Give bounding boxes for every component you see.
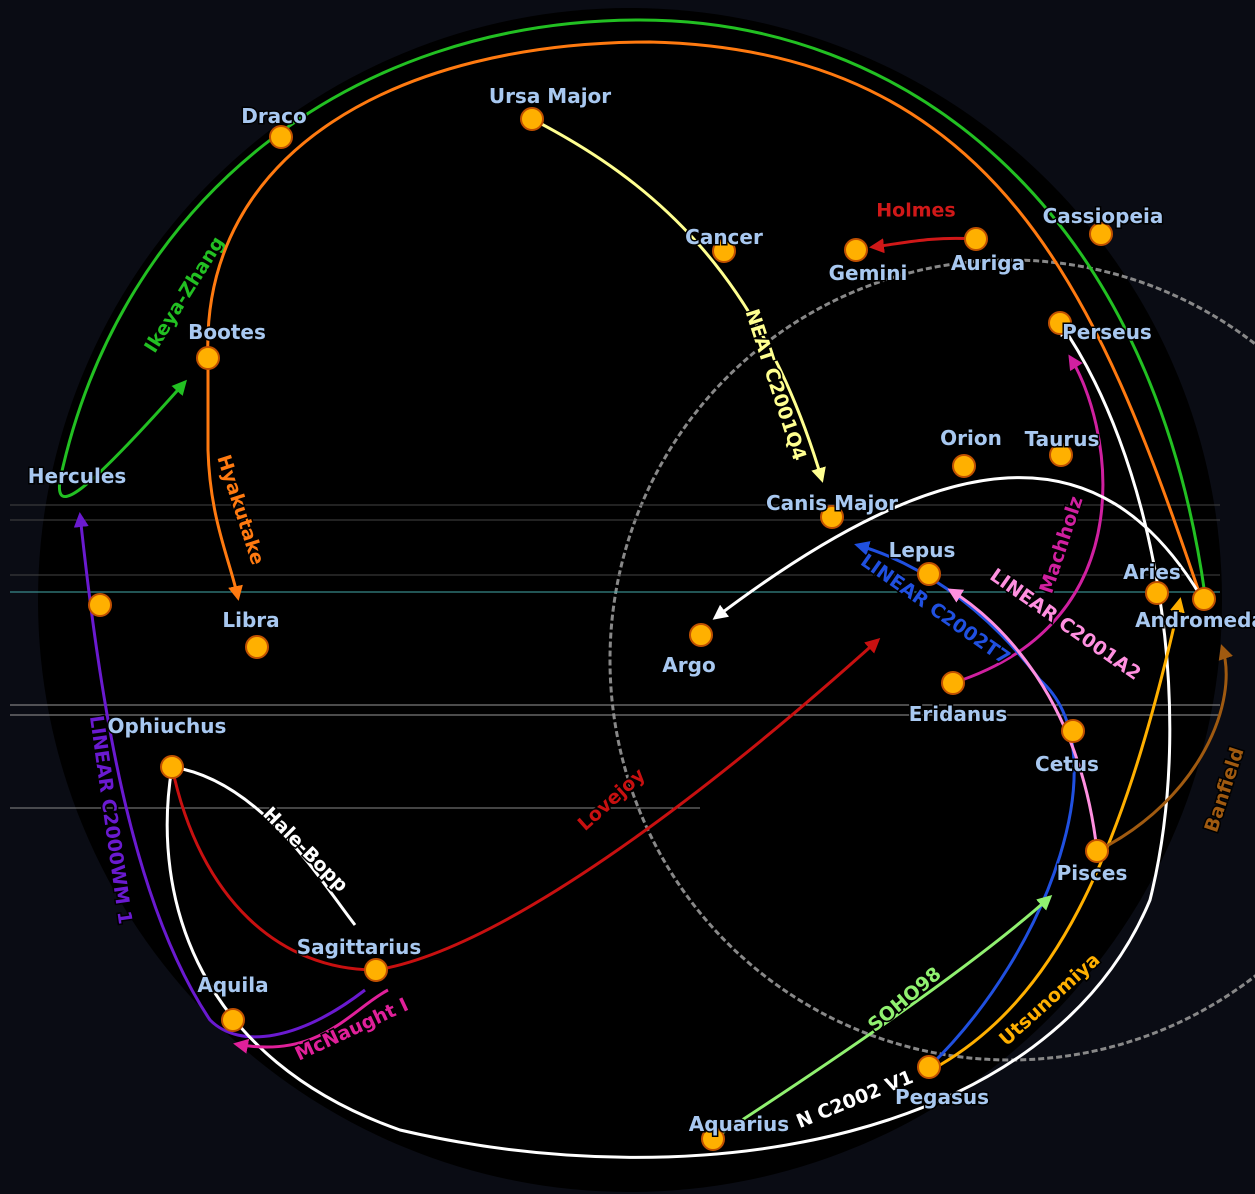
constellation-dot: [917, 1055, 941, 1079]
constellation-dot: [1145, 581, 1169, 605]
comet-path: [170, 637, 881, 972]
constellation-dot: [364, 958, 388, 982]
constellation-label: Gemini: [829, 261, 908, 285]
constellation-dot: [245, 635, 269, 659]
constellation-label: Lepus: [889, 538, 956, 562]
constellation-label: Draco: [241, 104, 307, 128]
constellation-label: Auriga: [951, 251, 1025, 275]
constellation-label: Orion: [940, 426, 1002, 450]
constellation-label: Aquila: [197, 973, 268, 997]
constellation-label: Bootes: [188, 320, 266, 344]
constellation-label: Andromeda: [1135, 608, 1255, 632]
constellation-dot: [820, 505, 844, 529]
constellation-dot: [689, 623, 713, 647]
comet-path: [952, 354, 1105, 685]
constellation-dot: [520, 107, 544, 131]
constellation-dot: [1085, 839, 1109, 863]
comet-path: [233, 988, 389, 1054]
constellation-label: Argo: [662, 653, 715, 677]
constellation-dot: [917, 562, 941, 586]
comet-path: [57, 18, 1207, 596]
comet-path: [712, 894, 1053, 1141]
constellation-label: Aquarius: [689, 1112, 789, 1136]
comet-path: [1096, 644, 1233, 853]
constellation-label: Canis Major: [766, 491, 898, 515]
constellation-label: Aries: [1123, 560, 1181, 584]
constellation-dot: [1192, 587, 1216, 611]
constellation-dot: [269, 125, 293, 149]
comet-label: Holmes: [876, 200, 955, 222]
constellation-dot: [1089, 222, 1113, 246]
constellation-label: Cetus: [1035, 752, 1099, 776]
constellation-dot: [701, 1127, 725, 1151]
constellation-label: Pisces: [1057, 861, 1128, 885]
constellation-dot: [712, 239, 736, 263]
comet-path: [712, 476, 1202, 620]
globe-outline: [608, 258, 1255, 1062]
constellation-dot: [844, 238, 868, 262]
constellation-dot: [964, 227, 988, 251]
scan-lines: [10, 504, 1220, 809]
constellation-dot: [221, 1008, 245, 1032]
constellation-dot: [1061, 719, 1085, 743]
constellation-label: Pegasus: [895, 1085, 989, 1109]
star-dot: [88, 593, 112, 617]
constellation-label: Ursa Major: [489, 84, 611, 108]
constellation-label: Cassiopeia: [1043, 204, 1164, 228]
comet-path: [939, 597, 1185, 1067]
comet-path: [73, 512, 366, 1039]
constellation-label: Eridanus: [909, 702, 1008, 726]
constellation-dot: [941, 671, 965, 695]
comet-path: [947, 588, 1099, 852]
constellation-dot: [1049, 443, 1073, 467]
constellation-label: Ophiuchus: [108, 714, 227, 738]
constellation-label: Libra: [222, 608, 279, 632]
comet-path: [869, 236, 977, 254]
constellation-label: Hercules: [28, 464, 127, 488]
constellation-dot: [160, 755, 184, 779]
constellation-label: Taurus: [1025, 427, 1100, 451]
comet-path: [206, 40, 1202, 601]
constellation-label: Sagittarius: [297, 935, 422, 959]
constellation-label: Perseus: [1062, 320, 1152, 344]
comet-path: [531, 117, 826, 483]
constellation-label: Cancer: [685, 225, 763, 249]
constellation-dot: [952, 454, 976, 478]
constellation-dot: [1048, 311, 1072, 335]
constellation-dot: [196, 346, 220, 370]
